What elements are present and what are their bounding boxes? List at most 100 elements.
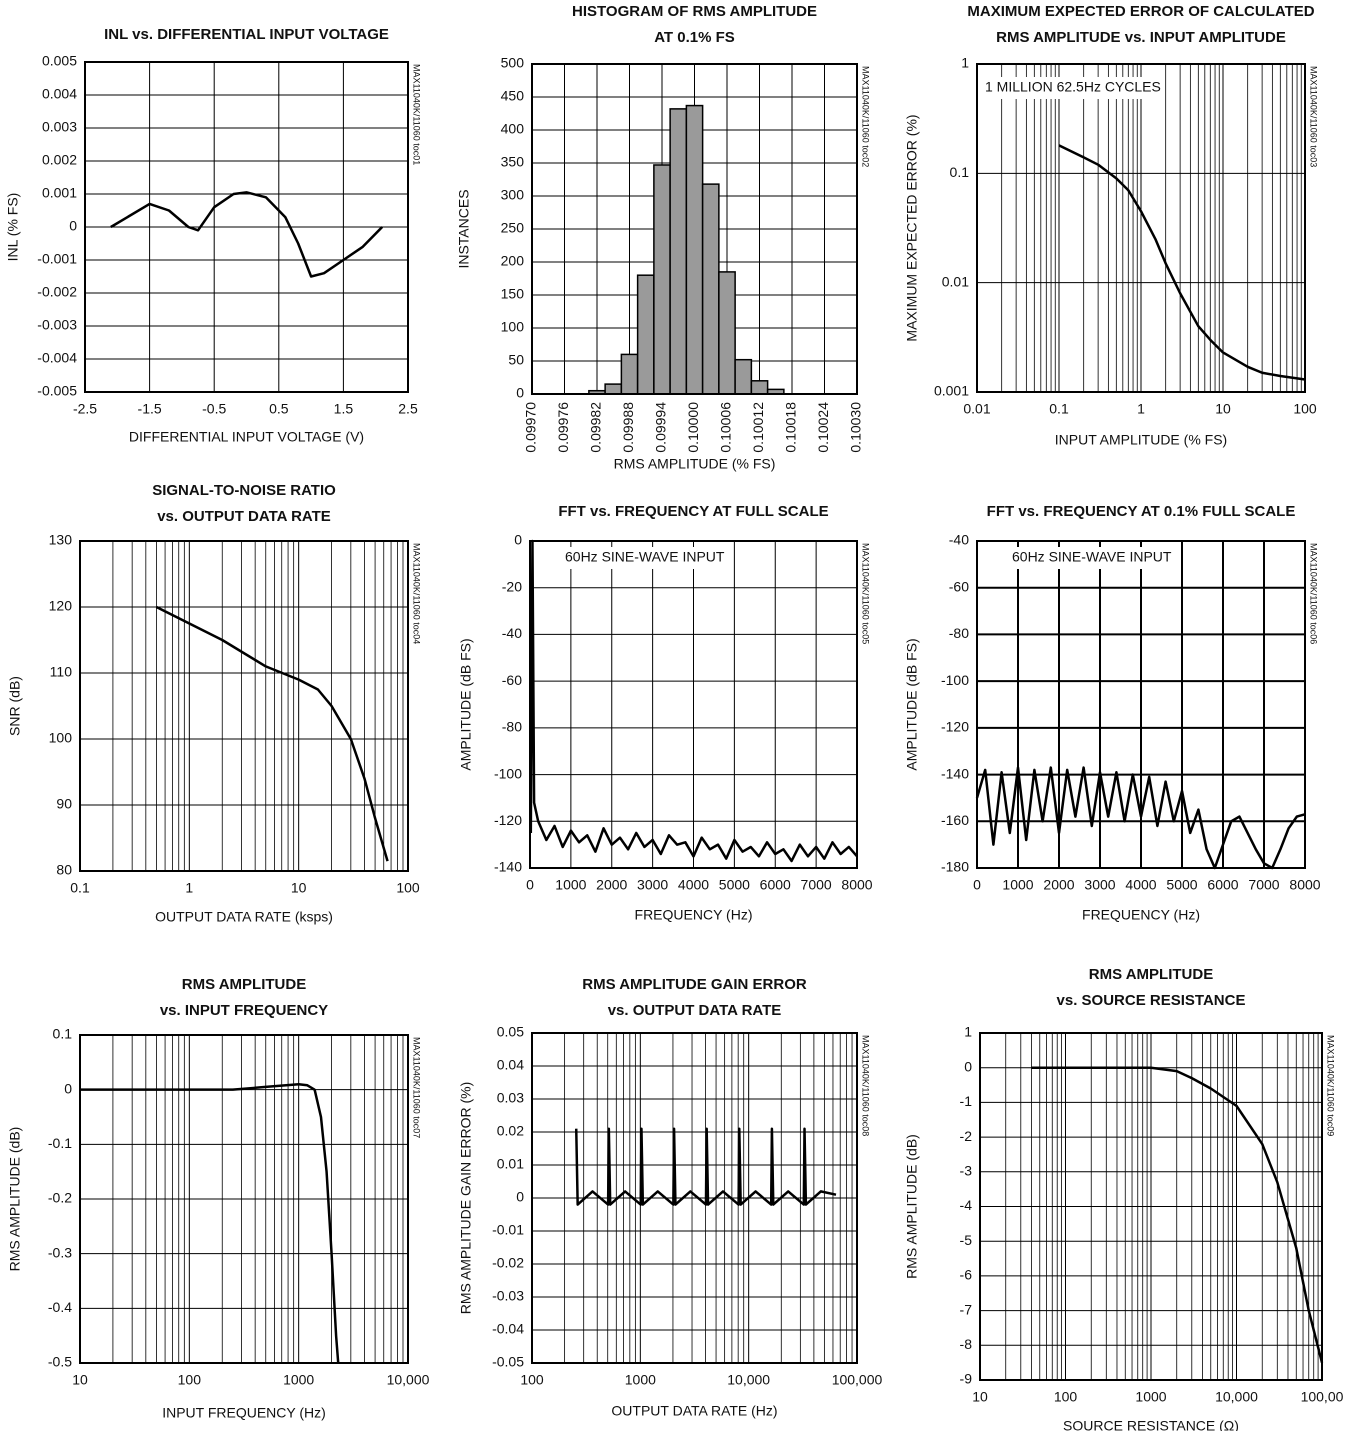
side-label: MAX11040K/11060 toc09 <box>1326 1035 1336 1136</box>
x-tick-label: 8000 <box>841 877 872 893</box>
annotation: 60Hz SINE-WAVE INPUT <box>1012 549 1172 565</box>
y-tick-label: 0.001 <box>934 383 969 399</box>
x-axis-label: DIFFERENTIAL INPUT VOLTAGE (V) <box>129 429 364 445</box>
y-tick-label: 80 <box>56 862 72 878</box>
y-tick-label: 0.1 <box>53 1026 73 1042</box>
chart-panel: 0.05 0.04 0.03 0.02 0.01 0 -0.01 -0.02 -0.03 -0.0… <box>458 976 883 1419</box>
y-tick-label: 0.003 <box>42 119 77 135</box>
side-label: MAX11040K/11060 toc06 <box>1309 543 1319 644</box>
data-line <box>155 605 389 862</box>
annotation-background <box>1008 547 1176 569</box>
x-tick-label: 4000 <box>1125 877 1156 893</box>
x-tick-label: 1.5 <box>334 401 354 417</box>
x-tick-label: 10 <box>1215 401 1231 417</box>
chart-title: SIGNAL-TO-NOISE RATIO <box>152 482 336 499</box>
x-tick-label: 0.09970 <box>523 402 539 453</box>
side-label: MAX11040K/11060 toc02 <box>861 66 871 167</box>
y-tick-label: 90 <box>56 796 72 812</box>
side-label: MAX11040K/11060 toc05 <box>861 543 871 644</box>
x-tick-label: 5000 <box>719 877 750 893</box>
plot-frame <box>79 1034 409 1364</box>
x-axis-label: OUTPUT DATA RATE (ksps) <box>155 909 333 925</box>
y-tick-label: 0.001 <box>42 185 77 201</box>
bar <box>701 183 720 395</box>
y-tick-label: -6 <box>960 1267 973 1283</box>
x-tick-label: 0.09994 <box>653 402 669 453</box>
y-tick-label: 0.005 <box>42 53 77 69</box>
x-tick-label: 3000 <box>1084 877 1115 893</box>
y-tick-label: 0 <box>516 1189 524 1205</box>
y-tick-label: 0.05 <box>497 1024 524 1040</box>
y-tick-label: 1 <box>964 1024 972 1040</box>
chart-title: MAXIMUM EXPECTED ERROR OF CALCULATED <box>967 3 1314 20</box>
y-tick-label: 100 <box>501 319 525 335</box>
chart-title: vs. OUTPUT DATA RATE <box>608 1002 782 1019</box>
y-tick-label: 110 <box>50 664 73 680</box>
plot-frame <box>979 1032 1323 1381</box>
data-line <box>110 191 384 278</box>
x-tick-label: 1 <box>1137 401 1145 417</box>
y-tick-label: 150 <box>501 286 525 302</box>
x-tick-label: 0.01 <box>963 401 990 417</box>
x-tick-label: 100 <box>520 1372 544 1388</box>
y-tick-label: 350 <box>501 154 525 170</box>
chart-title: vs. INPUT FREQUENCY <box>160 1002 328 1019</box>
x-tick-label: 1000 <box>1002 877 1033 893</box>
plot-frame <box>79 540 409 872</box>
y-tick-label: -0.004 <box>37 350 77 366</box>
x-tick-label: -0.5 <box>202 401 226 417</box>
y-tick-label: 1 <box>961 55 969 71</box>
x-tick-label: 0.1 <box>70 880 90 896</box>
x-axis-label: INPUT FREQUENCY (Hz) <box>162 1405 326 1421</box>
x-tick-label: 10,000 <box>727 1372 770 1388</box>
y-tick-label: -120 <box>494 812 522 828</box>
chart-title: INL vs. DIFFERENTIAL INPUT VOLTAGE <box>104 26 389 43</box>
y-tick-label: 0 <box>69 218 77 234</box>
x-tick-label: 1000 <box>283 1372 314 1388</box>
y-axis-label: RMS AMPLITUDE (dB) <box>904 1134 920 1279</box>
y-tick-label: -40 <box>949 532 969 548</box>
chart-title: FFT vs. FREQUENCY AT FULL SCALE <box>558 503 828 520</box>
y-tick-label: -0.3 <box>48 1244 72 1260</box>
x-tick-label: 100 <box>396 880 420 896</box>
plot-frame <box>531 1032 858 1364</box>
bar <box>620 353 639 395</box>
chart-panel: 0.005 0.004 0.003 0.002 0.001 0 -0.001 -0.002 -0… <box>5 26 422 445</box>
x-tick-label: 0 <box>526 877 534 893</box>
y-tick-label: -4 <box>960 1197 973 1213</box>
y-tick-label: 400 <box>501 121 525 137</box>
y-tick-label: -0.003 <box>37 317 77 333</box>
x-tick-label: 1000 <box>555 877 586 893</box>
y-tick-label: 0 <box>64 1080 72 1096</box>
chart-title: RMS AMPLITUDE <box>182 976 306 993</box>
chart-panel: 1 0.1 0.01 0.001 0.01 0.1 1 10 100 MAXIMUM EXPECT… <box>904 3 1319 448</box>
x-tick-label: 5000 <box>1166 877 1197 893</box>
x-axis-label: FREQUENCY (Hz) <box>635 907 753 923</box>
x-tick-label: 1 <box>185 880 193 896</box>
x-tick-label: 0.1 <box>1049 401 1069 417</box>
x-tick-label: 100,00 <box>1301 1389 1344 1405</box>
y-axis-label: AMPLITUDE (dB FS) <box>458 638 474 770</box>
x-tick-label: 7000 <box>801 877 832 893</box>
y-tick-label: -5 <box>960 1232 973 1248</box>
x-tick-label: -1.5 <box>138 401 162 417</box>
x-tick-label: 0.10018 <box>783 402 799 453</box>
y-tick-label: -100 <box>941 672 969 688</box>
x-tick-label: 0.09982 <box>588 402 604 453</box>
bar <box>604 383 623 395</box>
chart-title: RMS AMPLITUDE <box>1089 966 1213 983</box>
y-tick-label: -9 <box>960 1371 973 1387</box>
x-tick-label: -2.5 <box>73 401 97 417</box>
annotation: 60Hz SINE-WAVE INPUT <box>565 549 725 565</box>
bar <box>718 271 736 395</box>
y-tick-label: 50 <box>508 352 524 368</box>
x-tick-label: 100 <box>178 1372 202 1388</box>
y-tick-label: 250 <box>501 220 525 236</box>
chart-title: vs. OUTPUT DATA RATE <box>157 508 331 525</box>
chart-title: vs. SOURCE RESISTANCE <box>1057 992 1246 1009</box>
y-tick-label: -100 <box>494 765 522 781</box>
